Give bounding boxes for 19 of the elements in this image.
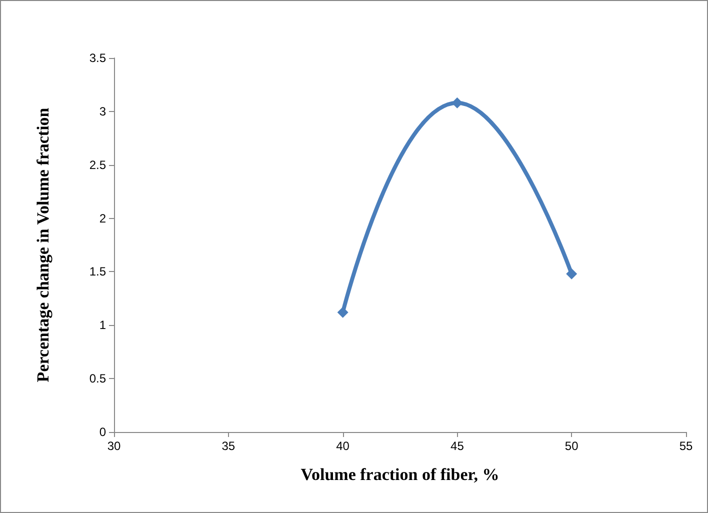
x-axis-title: Volume fraction of fiber, % <box>300 465 500 484</box>
y-tick-label: 2 <box>99 211 106 226</box>
point <box>452 97 463 108</box>
point <box>337 306 348 318</box>
y-tick-label: 1 <box>99 318 106 332</box>
y-tick-label: 2.5 <box>89 158 106 172</box>
x-tick-label: 35 <box>222 439 236 453</box>
x-tick-label: 30 <box>107 439 121 453</box>
y-tick-label: 0.5 <box>89 372 106 386</box>
y-tick-label: 3.5 <box>89 51 106 65</box>
x-tick-label: 40 <box>336 439 350 453</box>
point <box>566 268 578 280</box>
x-tick-label: 50 <box>564 439 579 453</box>
y-tick-label: 3 <box>99 104 106 118</box>
x-tick-label: 45 <box>450 439 464 453</box>
y-tick-label: 0 <box>99 425 106 439</box>
y-axis-title: Percentage change in Volume fraction <box>34 107 52 382</box>
x-tick-label: 55 <box>679 439 693 453</box>
y-tick-label: 1.5 <box>89 264 106 279</box>
